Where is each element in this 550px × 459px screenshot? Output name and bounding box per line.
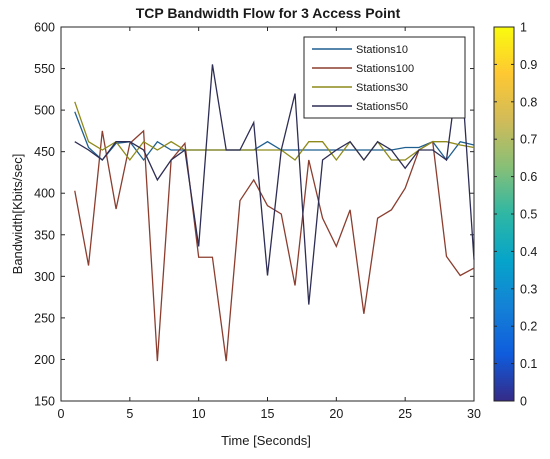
- series-line-stations10: [74, 111, 475, 162]
- colorbar-tick-label: 1: [520, 21, 527, 35]
- x-tick-label: 30: [467, 407, 481, 421]
- legend-item-stations10[interactable]: Stations10: [312, 44, 408, 56]
- legend-box: [303, 36, 466, 119]
- legend[interactable]: Stations10 Stations100 Stations30 Stations5…: [303, 36, 466, 119]
- x-axis-label: Time [Seconds]: [221, 433, 311, 448]
- colorbar-tick-label: 0.5: [520, 208, 537, 222]
- colorbar-tick-label: 0.1: [520, 357, 537, 371]
- x-tick-label: 20: [329, 407, 343, 421]
- series-line-stations30: [74, 101, 475, 162]
- y-tick-label: 250: [34, 311, 55, 325]
- colorbar-tick-label: 0.8: [520, 95, 537, 109]
- colorbar-tick-label: 0.2: [520, 320, 537, 334]
- legend-label: Stations50: [356, 101, 408, 113]
- x-axis: 0 5 10 15 20 25 30: [58, 27, 481, 421]
- colorbar: 0 0.1 0.2 0.3 0.4 0.5 0.6 0.7 0.8 0.9 1: [493, 21, 537, 409]
- y-tick-label: 350: [34, 228, 55, 242]
- y-tick-label: 500: [34, 104, 55, 118]
- y-tick-label: 400: [34, 187, 55, 201]
- y-axis: 150 200 250 300 350 400 450 500 550 600: [34, 21, 474, 409]
- colorbar-ticks: 0 0.1 0.2 0.3 0.4 0.5 0.6 0.7 0.8 0.9 1: [494, 21, 537, 409]
- colorbar-tick-label: 0.3: [520, 282, 537, 296]
- legend-item-stations100[interactable]: Stations100: [312, 63, 414, 75]
- colorbar-tick-label: 0.4: [520, 245, 537, 259]
- y-tick-label: 550: [34, 62, 55, 76]
- legend-item-stations30[interactable]: Stations30: [312, 82, 408, 94]
- y-tick-label: 450: [34, 145, 55, 159]
- legend-label: Stations30: [356, 82, 408, 94]
- series-layer: [74, 54, 475, 362]
- legend-item-stations50[interactable]: Stations50: [312, 101, 408, 113]
- y-tick-label: 200: [34, 353, 55, 367]
- y-axis-label: Bandwidth[Kbits/sec]: [10, 154, 25, 275]
- x-tick-label: 10: [192, 407, 206, 421]
- legend-label: Stations10: [356, 44, 408, 56]
- x-tick-label: 0: [58, 407, 65, 421]
- y-tick-label: 300: [34, 270, 55, 284]
- y-tick-label: 600: [34, 21, 55, 35]
- series-line-stations50: [74, 54, 475, 305]
- x-tick-label: 5: [126, 407, 133, 421]
- y-tick-label: 150: [34, 395, 55, 409]
- colorbar-tick-label: 0: [520, 395, 527, 409]
- colorbar-tick-label: 0.9: [520, 58, 537, 72]
- chart-title: TCP Bandwidth Flow for 3 Access Point: [136, 5, 401, 21]
- x-tick-label: 15: [261, 407, 275, 421]
- x-tick-label: 25: [398, 407, 412, 421]
- colorbar-tick-label: 0.7: [520, 133, 537, 147]
- legend-label: Stations100: [356, 63, 414, 75]
- colorbar-tick-label: 0.6: [520, 170, 537, 184]
